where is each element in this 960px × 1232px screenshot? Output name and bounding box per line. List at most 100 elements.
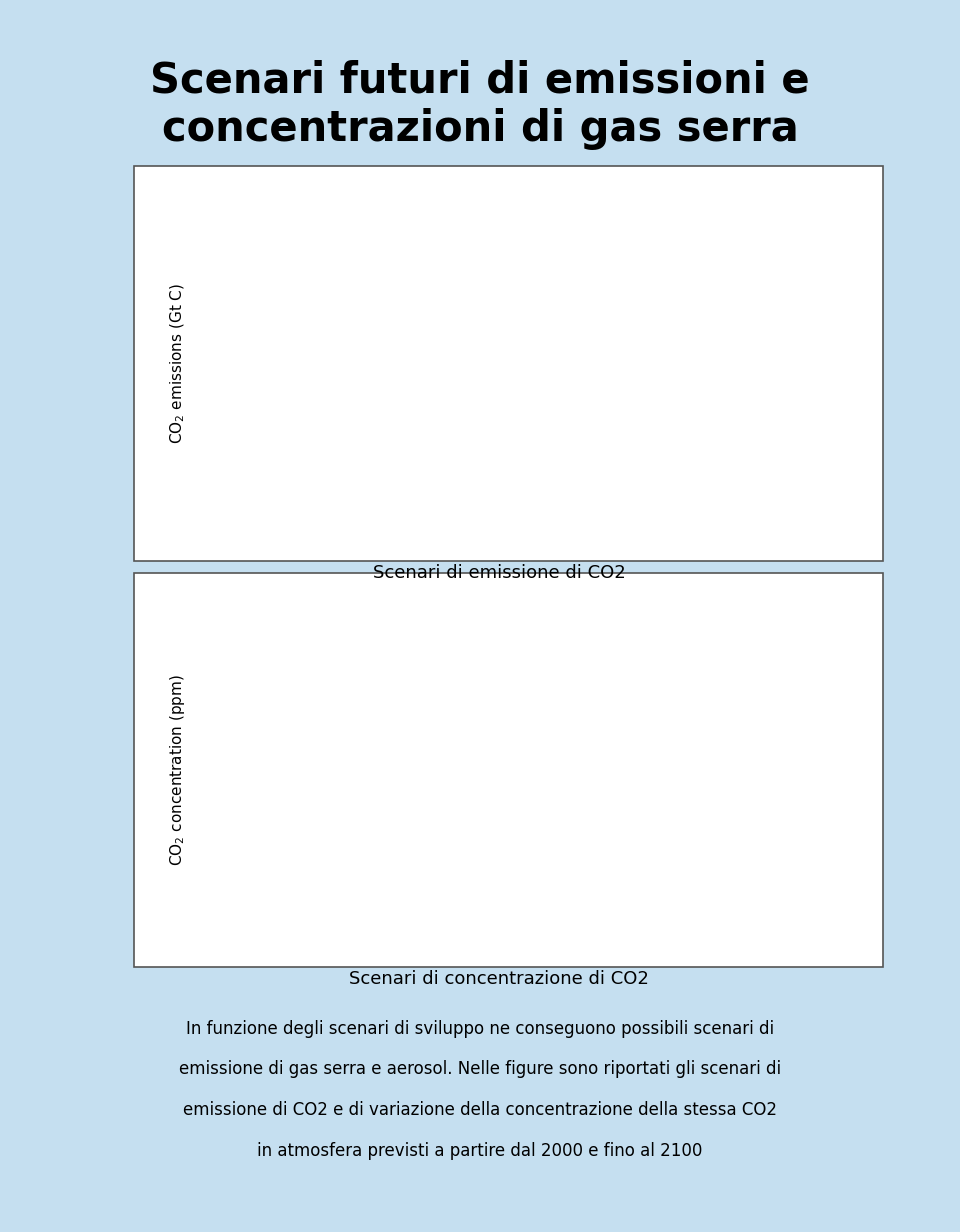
Legend: A1B, A1T, A1FI, A2, B1, B2, IS92a: A1B, A1T, A1FI, A2, B1, B2, IS92a [256,193,350,340]
IS92a [635,355,646,370]
IS92a [300,492,311,506]
A2 [690,271,702,286]
B2 [327,489,339,504]
A1T [327,487,339,501]
B1 [719,495,731,510]
IS92a [495,402,507,416]
A1T [495,429,507,444]
A1B [440,425,451,440]
A1FI [747,222,758,237]
A2 [607,328,618,342]
B1 [551,468,563,483]
A1B [244,501,255,516]
A2 [747,243,758,257]
A1FI [719,219,731,234]
A1T [551,440,563,455]
A1FI [775,218,786,233]
B1 [803,517,814,532]
A2 [635,307,646,322]
A1T [579,447,590,462]
IS92a [272,498,283,513]
A1T [747,524,758,538]
B1 [272,499,283,514]
IS92a [803,320,814,335]
B2 [719,430,731,445]
B2 [858,419,870,434]
A1T [607,457,618,472]
B1 [495,471,507,485]
B2 [747,425,758,440]
A1FI [551,278,563,293]
A1FI [607,248,618,262]
IS92a [468,411,479,426]
B2 [440,461,451,476]
B2 [635,435,646,450]
A1FI [523,299,535,314]
B1 [355,489,367,504]
A1T [719,510,731,525]
B1 [775,510,786,525]
Text: A2: A2 [649,684,797,749]
A1T [803,542,814,557]
A1B [495,398,507,413]
A1FI [830,208,842,223]
B1 [579,469,590,484]
A1B [719,391,731,405]
A1B [830,408,842,423]
B2 [551,444,563,458]
A1T [355,474,367,489]
A1FI [244,501,255,516]
A2 [830,214,842,229]
A1B [523,383,535,398]
B2 [662,434,674,448]
A1T [468,425,479,440]
B2 [272,499,283,514]
A1FI [662,222,674,237]
IS92a [719,334,731,349]
A1B [607,377,618,392]
Line: A1T: A1T [250,432,864,552]
B1 [690,489,702,504]
A1B [775,398,786,413]
A1FI [803,214,814,229]
A2 [383,461,395,476]
IS92a [355,468,367,483]
A1B [803,402,814,416]
B1 [607,472,618,487]
IS92a [690,341,702,356]
IS92a [830,317,842,331]
B1 [300,495,311,510]
A1T [830,545,842,559]
A1FI [440,379,451,394]
A2 [327,483,339,498]
A1T [662,479,674,494]
A2 [523,391,535,405]
B1 [662,482,674,496]
Text: Scenari futuri di emissioni e: Scenari futuri di emissioni e [150,59,810,101]
B2 [607,439,618,453]
B2 [830,419,842,434]
B2 [244,501,255,516]
Text: A1B: A1B [763,365,826,393]
IS92a [551,379,563,394]
Line: B2: B2 [250,426,864,509]
Line: IS92a: IS92a [250,320,864,509]
A1T [244,501,255,516]
IS92a [775,320,786,335]
Text: B1: B1 [585,495,625,524]
B2 [579,440,590,455]
A1B [662,383,674,398]
A1FI [468,355,479,370]
IS92a [327,480,339,495]
IS92a [440,425,451,440]
A1B [747,393,758,408]
A1B [383,453,395,468]
IS92a [523,391,535,405]
A1B [551,373,563,388]
A1FI [495,328,507,342]
Text: in atmosfera previsti a partire dal 2000 e fino al 2100: in atmosfera previsti a partire dal 2000… [257,1142,703,1159]
IS92a [383,453,395,468]
A2 [355,474,367,489]
B1 [327,492,339,506]
A1B [412,440,423,455]
